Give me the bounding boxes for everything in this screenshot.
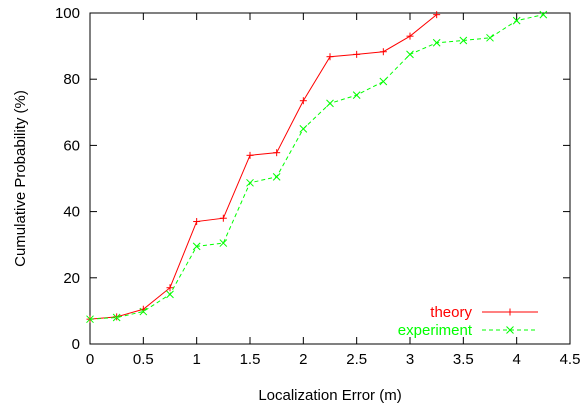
data-point-experiment — [86, 315, 94, 324]
y-tick-label: 20 — [63, 270, 80, 287]
series-line-theory — [89, 14, 437, 320]
data-point-experiment — [272, 172, 281, 181]
x-tick-label: 2 — [299, 351, 307, 368]
data-point-theory — [353, 50, 361, 58]
y-tick-label: 100 — [55, 5, 80, 22]
data-point-experiment — [406, 50, 414, 59]
y-axis-title: Cumulative Probability (%) — [12, 90, 29, 267]
data-point-theory — [299, 97, 307, 105]
data-point-theory — [273, 149, 281, 157]
data-point-experiment — [432, 38, 441, 47]
x-tick-label: 1.5 — [240, 351, 261, 368]
data-point-experiment — [219, 239, 228, 247]
data-point-experiment — [486, 33, 494, 42]
data-point-theory — [166, 284, 174, 292]
data-point-experiment — [512, 16, 521, 25]
data-point-experiment — [192, 242, 201, 251]
x-tick-label: 2.5 — [346, 351, 367, 368]
data-point-experiment — [352, 91, 361, 99]
data-point-experiment — [539, 10, 548, 19]
data-point-theory — [326, 53, 334, 61]
data-point-experiment — [112, 313, 121, 322]
data-point-theory — [379, 48, 387, 56]
data-point-experiment — [166, 290, 174, 299]
data-point-experiment — [459, 36, 468, 45]
x-tick-label: 4 — [512, 351, 520, 368]
series-theory — [86, 11, 441, 323]
legend-marker-theory — [506, 308, 514, 316]
legend-label-theory: theory — [430, 304, 472, 321]
x-tick-label: 0.5 — [133, 351, 154, 368]
data-point-experiment — [139, 307, 148, 316]
data-point-theory — [406, 32, 414, 40]
y-tick-label: 60 — [63, 137, 80, 154]
x-tick-label: 3 — [406, 351, 414, 368]
data-point-theory — [433, 11, 441, 19]
data-point-theory — [246, 151, 254, 159]
data-point-theory — [219, 214, 227, 222]
x-tick-label: 0 — [86, 351, 94, 368]
data-point-experiment — [379, 77, 388, 86]
axes: 0 0.5 1 1.5 2 2.5 3 3.5 4 4.5 0 20 40 60 80 100 — [55, 5, 580, 368]
legend-label-experiment: experiment — [398, 322, 473, 339]
series-experiment — [86, 10, 548, 324]
legend-marker-experiment — [506, 326, 514, 334]
plot-frame — [89, 12, 571, 345]
y-tick-label: 80 — [63, 71, 80, 88]
series-line-experiment — [89, 14, 544, 320]
data-point-experiment — [299, 124, 308, 133]
x-tick-label: 1 — [192, 351, 200, 368]
y-tick-label: 40 — [63, 204, 80, 221]
x-tick-label: 4.5 — [560, 351, 581, 368]
series-layer — [86, 10, 548, 324]
data-point-theory — [193, 218, 201, 226]
y-tick-label: 0 — [72, 336, 80, 353]
data-point-experiment — [246, 178, 254, 187]
x-tick-label: 3.5 — [453, 351, 474, 368]
x-axis-title: Localization Error (m) — [258, 387, 401, 404]
data-point-experiment — [326, 99, 334, 108]
